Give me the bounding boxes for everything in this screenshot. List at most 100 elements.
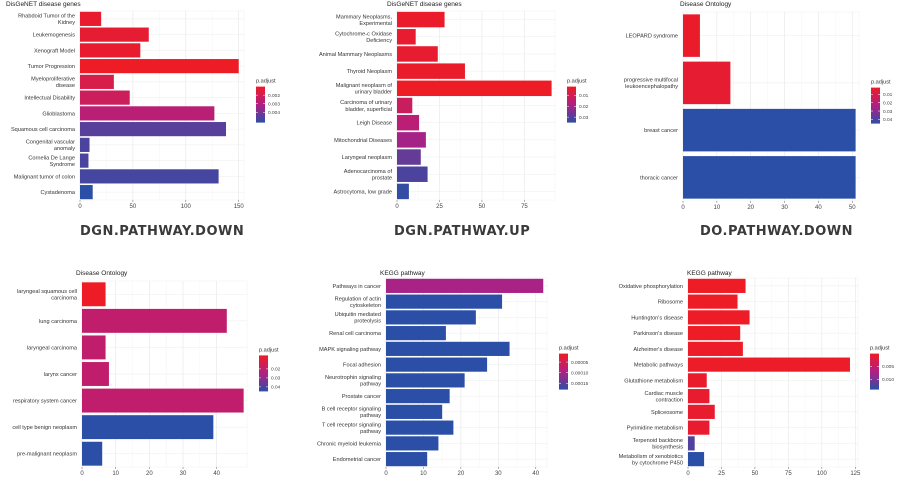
chart-title: Disease Ontology [76, 270, 128, 277]
category-label: Prostate cancer [342, 394, 381, 400]
category-label: larynx cancer [44, 372, 77, 378]
x-tick-label: 75 [521, 204, 528, 210]
category-label: laryngeal squamous cell carcinoma [17, 289, 78, 302]
x-tick-label: 100 [181, 204, 192, 210]
category-label: B cell receptor signaling pathway [322, 407, 382, 420]
bar [80, 11, 102, 26]
category-label: Ubiquitin mediated proteolysis [335, 312, 382, 325]
legend-tick-label: 0.02 [271, 367, 281, 373]
x-tick-label: 0 [80, 471, 84, 477]
category-label: Regulation of actin cytoskeleton [335, 296, 381, 309]
bar [80, 90, 130, 105]
bar [683, 108, 856, 152]
category-label: Terpenoid backbone biosynthesis [633, 438, 684, 451]
legend-tick-label: 0.010 [882, 377, 894, 383]
bar [386, 357, 488, 372]
bar [386, 294, 503, 309]
x-tick-label: 50 [752, 471, 759, 477]
category-label: Glutathione metabolism [624, 378, 683, 384]
bar [80, 27, 149, 42]
bar [688, 452, 705, 467]
category-label: Glioblastoma [42, 111, 76, 117]
category-label: Metabolism of xenobiotics by cytochrome P… [619, 454, 684, 467]
bar [683, 156, 856, 199]
plot-area [385, 277, 548, 468]
category-label: Pathways in cancer [332, 284, 381, 290]
x-tick-label: 50 [130, 204, 137, 210]
bar [80, 106, 215, 121]
legend-tick-label: 0.03 [579, 115, 589, 121]
legend-colorbar [256, 86, 265, 123]
x-tick-label: 0 [686, 471, 690, 477]
x-tick-label: 100 [817, 471, 828, 477]
category-label: Rhabdoid Tumor of the Kidney [18, 14, 75, 27]
category-label: Laryngeal neoplasm [342, 155, 393, 161]
panel-dgn-up: DisGeNET disease genes Mammary Neoplasms… [300, 0, 600, 215]
bar [386, 341, 510, 356]
category-label: Adenocarcinoma of prostate [344, 169, 393, 182]
panel-do-2: Disease Ontology laryngeal squamous cell… [0, 265, 300, 488]
legend-tick-label: 0.01 [883, 92, 893, 98]
x-tick-label: 50 [849, 205, 856, 211]
bar [386, 404, 443, 419]
bar [688, 436, 695, 451]
category-label: Intellectual Disability [24, 96, 75, 102]
legend-tick-label: 0.00005 [571, 360, 589, 366]
bar [397, 166, 428, 182]
legend-colorbar [870, 353, 879, 390]
legend-tick-label: 0.002 [268, 93, 280, 99]
category-label: Astrocytoma, low grade [334, 189, 392, 195]
category-label: Mammary Neoplasms, Experimental [336, 14, 392, 27]
chart-svg: Pathways in cancer Regulation of actin cyt… [317, 277, 589, 477]
category-label: Thyroid Neoplasm [347, 69, 393, 75]
bar [80, 74, 114, 89]
x-tick-label: 25 [436, 204, 443, 210]
category-label: Myeloproliferative disease [31, 77, 75, 90]
category-label: Congenital vascular anomaly [26, 140, 75, 153]
category-label: Cystadenoma [40, 190, 75, 196]
bar [397, 149, 421, 165]
bar [397, 97, 413, 114]
legend-tick-label: 0.04 [883, 117, 893, 123]
category-label: progressive multifocal leukoencephalopath… [624, 78, 678, 91]
bar [688, 278, 746, 293]
category-label: LEOPARD syndrome [626, 34, 678, 40]
category-label: Leigh Disease [357, 121, 392, 127]
category-label: MAPK signaling pathway [319, 347, 381, 353]
panel-kegg-1: KEGG pathway Pathways in cancer Regulatio… [300, 265, 600, 488]
bar [397, 183, 409, 200]
bar [82, 441, 103, 466]
bar [397, 80, 552, 97]
x-tick-label: 10 [714, 205, 721, 211]
bar [397, 46, 438, 62]
category-label: Neurotrophin signaling pathway [325, 375, 381, 388]
category-label: Huntington's disease [631, 315, 683, 321]
chart-title: Disease Ontology [680, 1, 732, 8]
chart-svg: Oxidative phosphorylation Ribosome Hunting… [619, 277, 894, 477]
legend-tick-label: 0.003 [268, 102, 280, 108]
legend-tick-label: 0.04 [271, 385, 281, 391]
category-label: Animal Mammary Neoplasms [319, 52, 392, 58]
legend-tick-label: 0.02 [579, 104, 589, 110]
legend-tick-label: 0.03 [271, 376, 281, 382]
legend-title: p.adjust [567, 79, 587, 85]
x-tick-label: 40 [213, 471, 220, 477]
chart-title: KEGG pathway [380, 270, 425, 277]
bar [397, 29, 416, 45]
bar [688, 373, 707, 388]
legend-title: p.adjust [559, 346, 579, 352]
bar [683, 14, 700, 57]
category-label: Renal cell carcinoma [329, 331, 382, 337]
plot-area [687, 277, 859, 468]
x-tick-label: 0 [395, 204, 399, 210]
legend-title: p.adjust [870, 346, 890, 352]
x-tick-label: 30 [180, 471, 187, 477]
legend-title: p.adjust [871, 80, 891, 86]
category-label: laryngeal carcinoma [27, 345, 78, 351]
x-tick-label: 75 [785, 471, 792, 477]
legend-tick-label: 0.02 [883, 100, 893, 106]
plot-area [79, 10, 245, 201]
bar [688, 326, 741, 341]
bar [397, 132, 426, 148]
category-label: Metabolic pathways [634, 363, 683, 369]
